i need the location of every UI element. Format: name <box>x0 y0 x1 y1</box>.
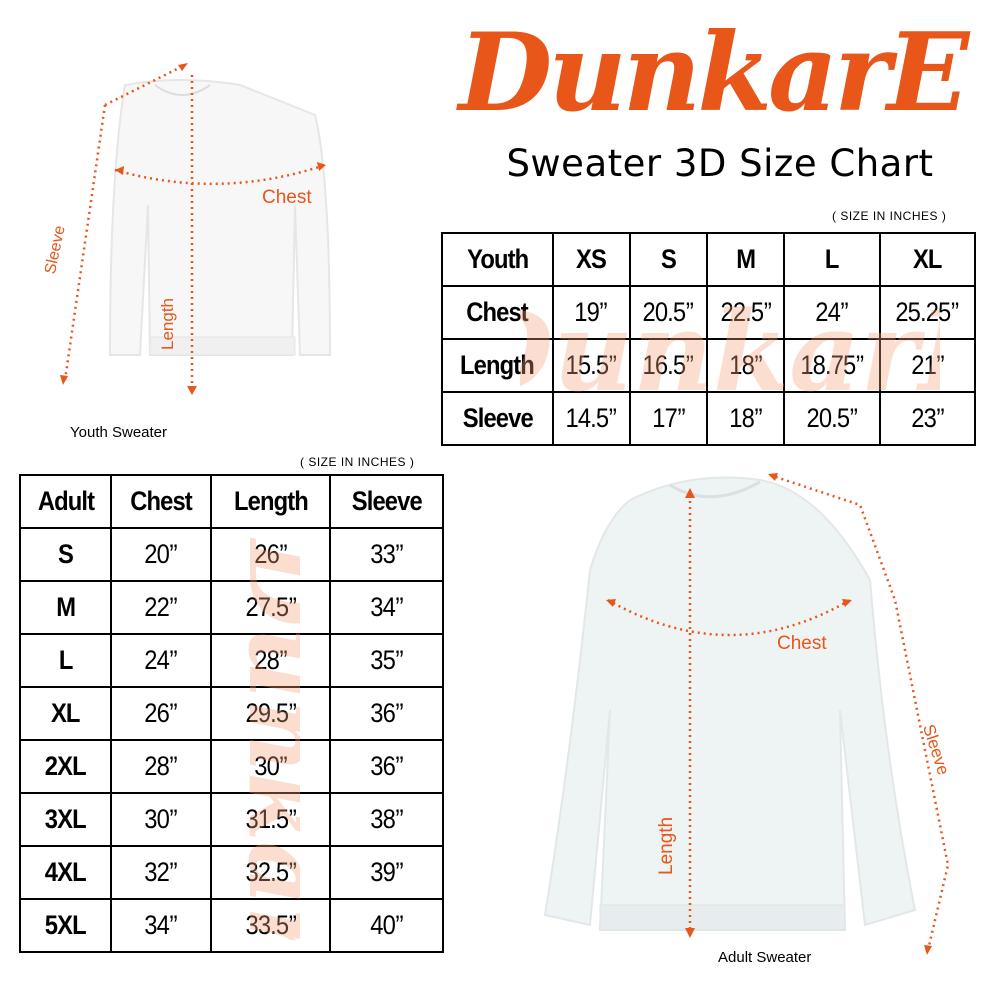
youth-sleeve-measure-line <box>63 104 107 381</box>
table-cell: 22.5’’ <box>706 285 786 340</box>
row-header: 3XL <box>18 792 113 847</box>
table-cell: 40’’ <box>329 898 444 953</box>
table-row: 2XL 28’’ 30’’ 36’’ <box>18 739 444 794</box>
row-header: 4XL <box>18 845 113 900</box>
youth-length-label: Length <box>158 298 177 350</box>
table-cell: 25.25’’ <box>878 285 977 340</box>
table-cell: 33.5’’ <box>210 898 332 953</box>
table-header-row: Youth XS S M L XL <box>441 232 977 287</box>
adult-sweater-caption: Adult Sweater <box>718 949 812 966</box>
table-cell: 34’’ <box>110 898 213 953</box>
table-cell: 15.5’’ <box>551 338 631 393</box>
page-title: Sweater 3D Size Chart <box>506 142 934 185</box>
table-cell: 16.5’’ <box>628 338 709 393</box>
table-cell: 29.5’’ <box>210 686 332 741</box>
row-header: 2XL <box>18 739 113 794</box>
table-row: S 20’’ 26’’ 33’’ <box>18 527 444 582</box>
row-header: S <box>18 527 113 582</box>
column-header: XS <box>551 232 631 287</box>
youth-chest-measure-line <box>114 163 326 186</box>
column-header: Chest <box>110 474 213 529</box>
table-cell: 20.5’’ <box>783 391 881 446</box>
table-cell: 30’’ <box>110 792 213 847</box>
table-cell: 18’’ <box>706 391 786 446</box>
youth-units-note: ( SIZE IN INCHES ) <box>832 209 947 223</box>
adult-sweater-body <box>543 476 917 931</box>
row-header: Chest <box>441 285 554 340</box>
youth-sweater-diagram <box>60 63 332 395</box>
table-cell: 17’’ <box>628 391 709 446</box>
table-cell: 20.5’’ <box>628 285 709 340</box>
table-cell: 21’’ <box>878 338 977 393</box>
row-header: 5XL <box>18 898 113 953</box>
table-cell: 23’’ <box>878 391 977 446</box>
table-cell: 26’’ <box>210 527 332 582</box>
row-header: XL <box>18 686 113 741</box>
table-cell: 36’’ <box>329 686 444 741</box>
table-row: Sleeve 14.5’’ 17’’ 18’’ 20.5’’ 23’’ <box>441 391 977 446</box>
column-header: Length <box>210 474 332 529</box>
column-header: M <box>706 232 786 287</box>
table-cell: 33’’ <box>329 527 444 582</box>
table-cell: 24’’ <box>783 285 881 340</box>
adult-chest-measure-line <box>607 598 851 637</box>
youth-sweater-caption: Youth Sweater <box>70 424 168 441</box>
adult-units-note: ( SIZE IN INCHES ) <box>300 455 415 469</box>
youth-chest-label: Chest <box>262 187 312 208</box>
table-cell: 38’’ <box>329 792 444 847</box>
column-header: Adult <box>18 474 113 529</box>
table-header-row: Adult Chest Length Sleeve <box>18 474 444 529</box>
column-header: L <box>783 232 881 287</box>
table-row: M 22’’ 27.5’’ 34’’ <box>18 580 444 635</box>
row-header: M <box>18 580 113 635</box>
row-header: L <box>18 633 113 688</box>
table-cell: 28’’ <box>110 739 213 794</box>
table-row: 4XL 32’’ 32.5’’ 39’’ <box>18 845 444 900</box>
adult-chest-label: Chest <box>777 633 827 654</box>
table-cell: 19’’ <box>551 285 631 340</box>
table-cell: 22’’ <box>110 580 213 635</box>
youth-sweater-body <box>108 79 332 356</box>
column-header: Youth <box>441 232 554 287</box>
adult-length-label: Length <box>656 816 677 875</box>
table-cell: 39’’ <box>329 845 444 900</box>
table-row: L 24’’ 28’’ 35’’ <box>18 633 444 688</box>
table-cell: 24’’ <box>110 633 213 688</box>
table-cell: 32’’ <box>110 845 213 900</box>
brand-logo: DunkarE <box>456 10 975 135</box>
table-cell: 36’’ <box>329 739 444 794</box>
table-row: 5XL 34’’ 33.5’’ 40’’ <box>18 898 444 953</box>
table-cell: 30’’ <box>210 739 332 794</box>
table-cell: 34’’ <box>329 580 444 635</box>
table-cell: 26’’ <box>110 686 213 741</box>
svg-text:DunkarE: DunkarE <box>456 10 971 135</box>
table-row: Chest 19’’ 20.5’’ 22.5’’ 24’’ 25.25’’ <box>441 285 977 340</box>
column-header: XL <box>878 232 977 287</box>
table-row: XL 26’’ 29.5’’ 36’’ <box>18 686 444 741</box>
table-cell: 32.5’’ <box>210 845 332 900</box>
table-cell: 18’’ <box>706 338 786 393</box>
table-cell: 27.5’’ <box>210 580 332 635</box>
table-row: 3XL 30’’ 31.5’’ 38’’ <box>18 792 444 847</box>
table-cell: 31.5’’ <box>210 792 332 847</box>
table-cell: 14.5’’ <box>551 391 631 446</box>
table-row: Length 15.5’’ 16.5’’ 18’’ 18.75’’ 21’’ <box>441 338 977 393</box>
youth-size-table: Youth XS S M L XL Chest 19’’ 20.5’’ 22.5’’ 24’’ 25.… <box>441 232 977 446</box>
column-header: S <box>628 232 709 287</box>
column-header: Sleeve <box>329 474 444 529</box>
table-cell: 28’’ <box>210 633 332 688</box>
adult-sweater-diagram <box>543 473 950 955</box>
table-cell: 35’’ <box>329 633 444 688</box>
row-header: Length <box>441 338 554 393</box>
table-cell: 18.75’’ <box>783 338 881 393</box>
adult-size-table: Adult Chest Length Sleeve S 20’’ 26’’ 33’’ M 22’’… <box>18 474 444 953</box>
table-cell: 20’’ <box>110 527 213 582</box>
row-header: Sleeve <box>441 391 554 446</box>
